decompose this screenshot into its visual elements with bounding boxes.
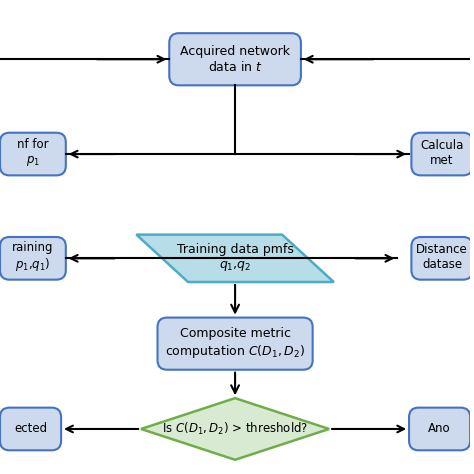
Text: Acquired network
data in $t$: Acquired network data in $t$ [180,45,290,74]
Text: Ano: Ano [428,422,451,436]
FancyBboxPatch shape [409,408,470,450]
Text: Composite metric
computation $C(D_1,D_2)$: Composite metric computation $C(D_1,D_2)… [165,328,305,360]
Text: raining
$p_1$,$q_1$): raining $p_1$,$q_1$) [12,241,54,273]
FancyBboxPatch shape [411,133,473,175]
FancyBboxPatch shape [169,33,301,85]
Polygon shape [141,398,329,460]
Text: Distance
datase: Distance datase [416,243,468,271]
Polygon shape [137,235,334,282]
Text: Training data pmfs
$q_1$,$q_2$: Training data pmfs $q_1$,$q_2$ [177,243,293,273]
Text: Calcula
met: Calcula met [420,138,464,167]
FancyBboxPatch shape [0,408,61,450]
Text: nf for
$p_1$: nf for $p_1$ [17,137,49,168]
FancyBboxPatch shape [157,318,313,370]
Text: Is $C(D_1,D_2)$ > threshold?: Is $C(D_1,D_2)$ > threshold? [162,421,308,437]
FancyBboxPatch shape [0,237,66,280]
Text: ected: ected [14,422,47,436]
FancyBboxPatch shape [0,133,66,175]
FancyBboxPatch shape [411,237,473,280]
